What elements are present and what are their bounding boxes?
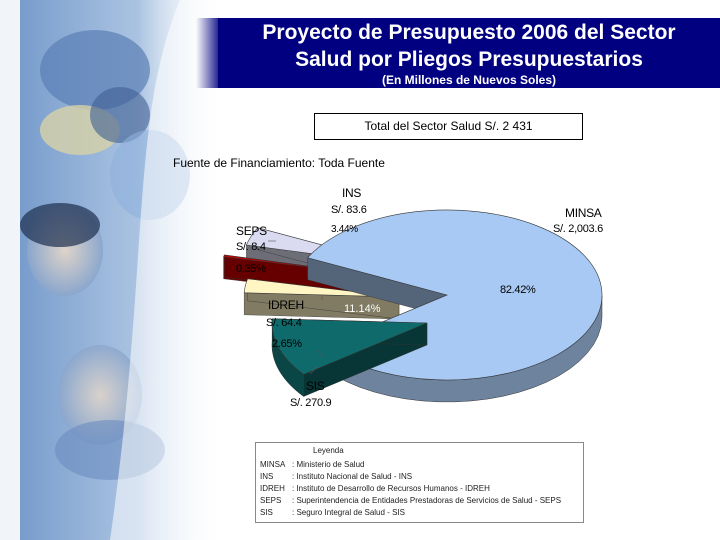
legend-desc: : Seguro Integral de Salud - SIS [292, 508, 405, 517]
legend-heading: Leyenda [313, 446, 344, 455]
legend-abbr: SEPS [260, 496, 282, 505]
label-name-sis: SIS [306, 379, 325, 393]
label-value-seps: S/. 8.4 [236, 241, 266, 253]
legend-row-idreh: IDREH : Instituto de Desarrollo de Recurs… [260, 484, 490, 493]
title-line-2: Salud por Pliegos Presupuestarios [295, 48, 643, 71]
legend-desc: : Ministerio de Salud [292, 460, 365, 469]
pie-slice-top-sis [271, 318, 428, 375]
leader-line-2 [317, 349, 323, 359]
title-subtitle: (En Millones de Nuevos Soles) [381, 73, 557, 87]
funding-label: Fuente de Financiamiento: Toda Fuente [173, 156, 385, 170]
title-bar: Proyecto de Presupuesto 2006 del Sector … [218, 18, 720, 88]
label-pct-sis: 11.14% [344, 303, 381, 315]
title-line-1: Proyecto de Presupuesto 2006 del Sector [262, 21, 676, 44]
photo-collage-art [0, 0, 230, 540]
legend-row-sis: SIS : Seguro Integral de Salud - SIS [260, 508, 405, 517]
label-name-seps: SEPS [236, 224, 267, 238]
label-name-minsa: MINSA [565, 206, 602, 220]
photo-collage [0, 0, 230, 540]
title-fade [196, 18, 222, 88]
total-box: Total del Sector Salud S/. 2 431 [314, 113, 583, 140]
label-pct-idreh: 2.65% [272, 338, 302, 350]
legend-abbr: INS [260, 472, 274, 481]
legend-abbr: SIS [260, 508, 273, 517]
legend: Leyenda MINSA : Ministerio de Salud INS : … [255, 442, 584, 523]
label-pct-minsa: 82.42% [500, 284, 536, 296]
leader-line-3 [309, 365, 319, 375]
label-pct-seps: 0.35% [236, 263, 266, 275]
legend-row-ins: INS : Instituto Nacional de Salud - INS [260, 472, 412, 481]
legend-desc: : Instituto de Desarrollo de Recursos Hu… [292, 484, 490, 493]
label-value-idreh: S/. 64.4 [266, 317, 302, 329]
label-value-ins: S/. 83.6 [331, 204, 367, 216]
label-name-idreh: IDREH [268, 298, 304, 312]
legend-desc: : Superintendencia de Entidades Prestado… [292, 496, 562, 505]
pie-slice-idreh [243, 278, 400, 320]
legend-row-seps: SEPS : Superintendencia de Entidades Pres… [260, 496, 561, 505]
label-pct-ins: 3.44% [331, 224, 358, 235]
legend-row-minsa: MINSA : Ministerio de Salud [260, 460, 364, 469]
legend-abbr: MINSA [260, 460, 286, 469]
legend-abbr: IDREH [260, 484, 285, 493]
label-value-minsa: S/. 2,003.6 [553, 223, 603, 235]
label-name-ins: INS [342, 186, 362, 200]
pie-slice-sis [271, 318, 428, 397]
legend-desc: : Instituto Nacional de Salud - INS [292, 472, 413, 481]
label-value-sis: S/. 270.9 [290, 397, 332, 409]
